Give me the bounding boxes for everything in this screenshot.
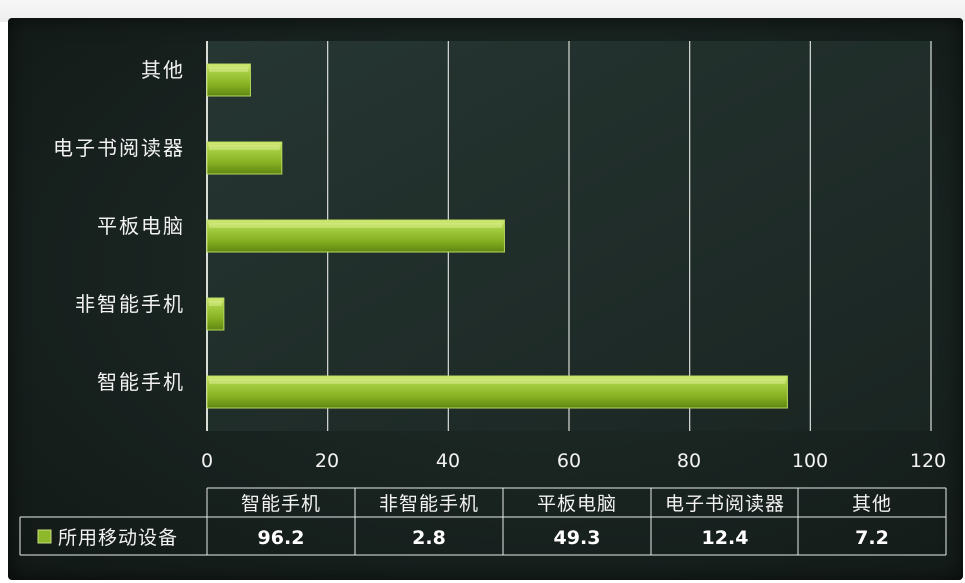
- x-axis-tick-labels: 0 20 40 60 80 100 120: [201, 450, 946, 472]
- bar-highlight-平板电脑: [209, 223, 503, 228]
- x-tick-120: 120: [910, 450, 946, 472]
- data-table: 智能手机 非智能手机 平板电脑 电子书阅读器 其他 所用移动设备 96.2 2.…: [19, 487, 947, 556]
- bar-智能手机: [206, 375, 788, 409]
- bar-highlight-非智能手机: [209, 301, 222, 306]
- scan-top-strip: [0, 0, 965, 22]
- bar-平板电脑: [206, 219, 505, 253]
- x-tick-20: 20: [315, 450, 339, 472]
- x-tick-100: 100: [792, 450, 828, 472]
- category-label-其他: 其他: [141, 58, 185, 82]
- bar-非智能手机: [206, 297, 225, 331]
- category-labels: 其他 电子书阅读器 平板电脑 非智能手机 智能手机: [53, 58, 185, 394]
- table-value-其他: 7.2: [855, 527, 889, 549]
- bar-highlight-智能手机: [209, 379, 786, 384]
- x-tick-60: 60: [557, 450, 581, 472]
- category-label-智能手机: 智能手机: [97, 370, 185, 394]
- data-table-gridlines: [19, 487, 947, 556]
- bar-highlight-电子书阅读器: [209, 145, 280, 150]
- bar-highlight-其他: [209, 67, 249, 72]
- legend-swatch: [37, 529, 52, 544]
- category-label-电子书阅读器: 电子书阅读器: [53, 136, 185, 160]
- table-value-智能手机: 96.2: [258, 527, 305, 549]
- bar-其他: [206, 63, 251, 97]
- table-value-平板电脑: 49.3: [554, 527, 601, 549]
- table-header-电子书阅读器: 电子书阅读器: [665, 493, 785, 515]
- legend-series-label: 所用移动设备: [58, 527, 178, 549]
- category-label-非智能手机: 非智能手机: [75, 292, 185, 316]
- table-value-电子书阅读器: 12.4: [702, 527, 749, 549]
- x-tick-0: 0: [201, 450, 213, 472]
- table-header-平板电脑: 平板电脑: [537, 493, 617, 515]
- bar-电子书阅读器: [206, 141, 283, 175]
- bars: [206, 63, 788, 409]
- x-tick-80: 80: [677, 450, 701, 472]
- x-tick-40: 40: [436, 450, 460, 472]
- table-value-非智能手机: 2.8: [412, 527, 446, 549]
- table-header-其他: 其他: [852, 493, 892, 515]
- table-header-智能手机: 智能手机: [241, 493, 321, 515]
- category-label-平板电脑: 平板电脑: [97, 214, 185, 238]
- table-header-非智能手机: 非智能手机: [379, 493, 479, 515]
